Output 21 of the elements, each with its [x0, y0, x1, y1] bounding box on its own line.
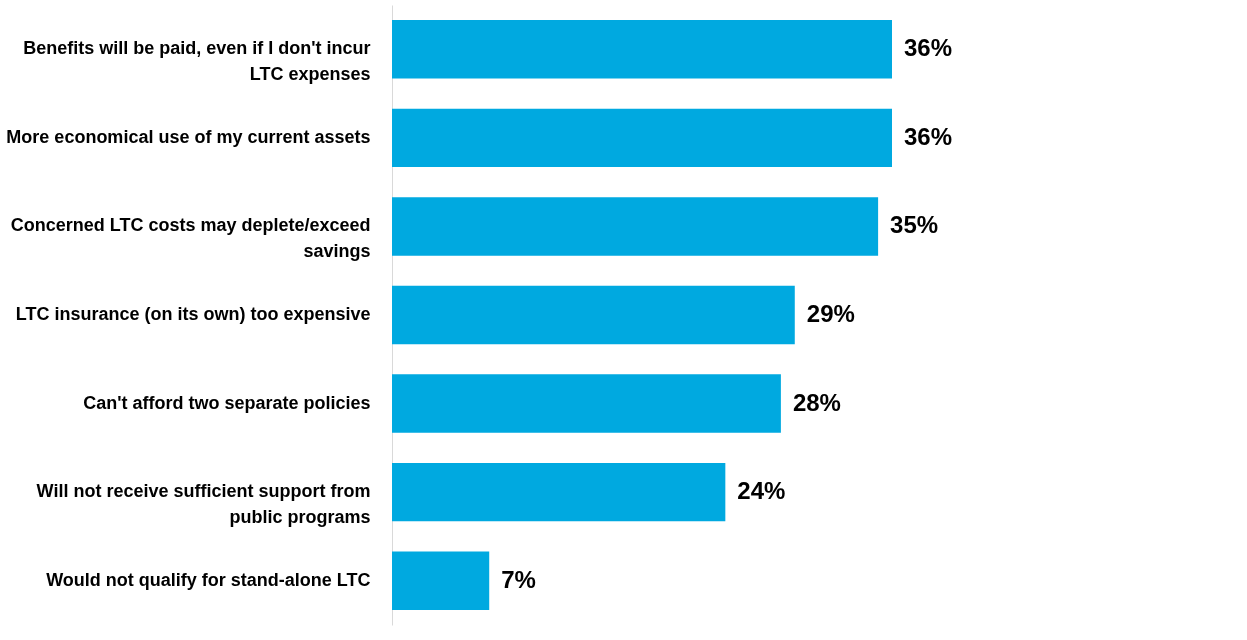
y-tick-label: Will not receive sufficient support from public programs: [36, 481, 371, 528]
bar: [392, 108, 892, 168]
y-tick-label: Can't afford two separate policies: [83, 392, 371, 413]
bar: [392, 285, 795, 345]
data-label: 29%: [806, 300, 855, 327]
data-label: 36%: [904, 122, 953, 150]
data-label: 7%: [501, 565, 536, 593]
data-label: 28%: [792, 388, 841, 416]
data-label: 36%: [904, 34, 953, 62]
bar: [392, 197, 879, 256]
y-tick-label: Concerned LTC costs may deplete/exceed savings: [10, 215, 371, 262]
data-label: 35%: [890, 211, 939, 239]
y-tick-label: More economical use of my current assets: [6, 126, 371, 147]
bar: [392, 551, 490, 610]
y-tick-label: Benefits will be paid, even if I don't incur LTC expenses: [23, 38, 371, 85]
y-tick-label: LTC insurance (on its own) too expensive: [15, 304, 371, 324]
y-tick-label: Would not qualify for stand-alone LTC: [46, 569, 371, 590]
bar: [392, 374, 781, 433]
data-label: 24%: [737, 477, 786, 505]
bar: [392, 20, 892, 79]
bar: [392, 462, 726, 522]
